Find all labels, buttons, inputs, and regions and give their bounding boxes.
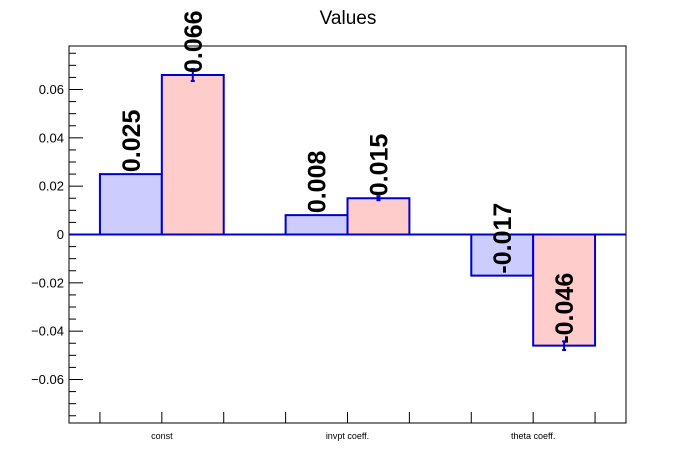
- bar: [285, 215, 348, 235]
- y-tick-label: −0.04: [31, 324, 64, 339]
- y-tick-label: −0.02: [31, 275, 64, 290]
- y-tick-label: 0.06: [39, 82, 64, 97]
- bar: [533, 234, 596, 346]
- data-label: 0.066: [180, 10, 208, 73]
- data-label: -0.046: [551, 273, 579, 344]
- data-label: 0.015: [365, 134, 393, 197]
- y-tick-label: 0: [57, 227, 64, 242]
- data-label: -0.017: [489, 203, 517, 274]
- bar: [161, 75, 224, 235]
- x-category-label: const: [151, 431, 173, 441]
- y-tick-label: 0.04: [39, 130, 64, 145]
- y-axis: −0.06 −0.04 −0.02 0 0.02 0.04 0.06: [31, 52, 83, 417]
- x-category-label: theta coeff.: [511, 431, 555, 441]
- bar: [347, 198, 410, 235]
- data-label: 0.008: [304, 151, 332, 214]
- data-label: 0.025: [118, 109, 146, 172]
- bar: [471, 234, 534, 276]
- y-tick-label: −0.06: [31, 372, 64, 387]
- chart-title: Values: [320, 8, 377, 29]
- x-axis: const invpt coeff. theta coeff.: [99, 412, 596, 441]
- bars: [69, 67, 626, 352]
- y-tick-label: 0.02: [39, 179, 64, 194]
- bar: [99, 174, 162, 235]
- x-category-label: invpt coeff.: [326, 431, 369, 441]
- data-labels: 0.025 0.008 -0.017 0.066 0.015 -0.046: [118, 10, 579, 343]
